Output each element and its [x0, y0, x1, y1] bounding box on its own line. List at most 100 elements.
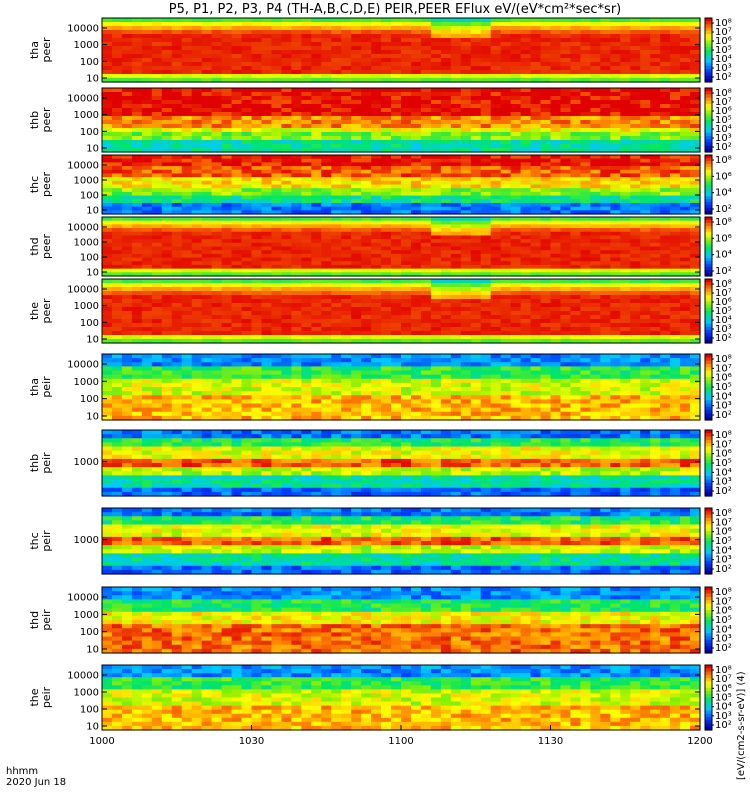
panel-probe-label: tha [28, 378, 41, 396]
x-tick-label: 1100 [388, 736, 413, 747]
colorbar-tick-label: 10⁶ [715, 171, 732, 182]
colorbar-tick-label: 10⁸ [715, 155, 732, 166]
y-tick-label: 1000 [74, 377, 99, 388]
footer-hhmm-label: hhmm [6, 766, 38, 777]
y-tick-label: 1000 [74, 301, 99, 312]
panel-instrument-label: peer [40, 37, 53, 63]
panel-frame [101, 586, 701, 654]
y-tick-label: 100 [80, 57, 99, 68]
colorbar-tick-label: 10⁶ [715, 106, 732, 117]
y-tick-label: 10000 [67, 223, 99, 234]
time-axis: 1000 1030 1100 1130 1200 [89, 725, 713, 747]
colorbar-tick-label: 10⁴ [715, 624, 732, 635]
colorbar-tick-label: 10² [715, 720, 732, 731]
panel-probe-label: thc [28, 532, 41, 549]
panel-instrument-label: peer [40, 107, 53, 133]
colorbar-tick-label: 10⁵ [715, 693, 732, 704]
colorbar-tick-label: 10⁶ [715, 683, 732, 694]
colorbar-tick-label: 10⁴ [715, 188, 732, 199]
panel-instrument-label: peer [40, 298, 53, 324]
y-tick-label: 1000 [74, 40, 99, 51]
colorbar-tick-label: 10⁷ [715, 439, 732, 450]
colorbar: 10⁸ 10⁶ 10⁴ 10² [704, 154, 732, 215]
panel-tha-peir: 10000 1000 100 10 tha peir 10⁸10⁷10⁶10⁵10⁴10³1… [28, 353, 732, 423]
colorbar-tick-label: 10⁸ [715, 217, 732, 228]
colorbar-tick-label: 10⁶ [715, 527, 732, 538]
colorbar-tick-label: 10⁵ [715, 458, 732, 469]
panel-frame [101, 353, 701, 421]
colorbar-tick-label: 10⁷ [715, 97, 732, 108]
colorbar-tick-label: 10⁵ [715, 115, 732, 126]
panel-instrument-label: peir [40, 686, 53, 708]
colorbar-tick-label: 10³ [715, 711, 732, 722]
y-tick-label: 100 [80, 705, 99, 716]
colorbar-tick-label: 10⁸ [715, 665, 732, 676]
y-tick-label: 1000 [74, 238, 99, 249]
colorbar-tick-label: 10⁵ [715, 615, 732, 626]
panel-frame [101, 278, 701, 344]
colorbar-tick-label: 10² [715, 204, 732, 215]
colorbar-tick-label: 10² [715, 410, 732, 421]
panel-instrument-label: peir [40, 452, 53, 474]
y-tick-label: 100 [80, 394, 99, 405]
colorbar-tick-label: 10⁷ [715, 288, 732, 299]
y-tick-label: 10000 [67, 24, 99, 35]
colorbar-tick-label: 10⁸ [715, 430, 732, 441]
colorbar-tick-label: 10⁸ [715, 279, 732, 290]
y-tick-label: 100 [80, 318, 99, 329]
colorbar-tick-label: 10² [715, 72, 732, 83]
y-tick-label: 1000 [74, 535, 99, 546]
colorbar: 10⁸ 10⁶ 10⁴ 10² [704, 216, 732, 277]
panel-frame [101, 216, 701, 277]
y-tick-label: 100 [80, 127, 99, 138]
panel-the-peir: 10000 1000 100 10 the peir 10⁸10⁷10⁶10⁵10⁴10³1… [28, 664, 732, 733]
colorbar-tick-label: 10² [715, 486, 732, 497]
panel-probe-label: thd [28, 237, 41, 255]
y-tick-label: 10000 [67, 285, 99, 296]
colorbar-tick-label: 10⁷ [715, 596, 732, 607]
footer-date-label: 2020 Jun 18 [6, 777, 66, 788]
colorbar-tick-label: 10⁶ [715, 297, 732, 308]
colorbar-tick-label: 10⁶ [715, 606, 732, 617]
y-tick-label: 100 [80, 253, 99, 264]
y-tick-label: 1000 [74, 688, 99, 699]
colorbar-tick-label: 10² [715, 266, 732, 277]
y-tick-label: 1000 [74, 457, 99, 468]
colorbar-tick-label: 10³ [715, 401, 732, 412]
y-tick-label: 1000 [74, 110, 99, 121]
colorbar-tick-label: 10⁶ [715, 233, 732, 244]
colorbar-tick-label: 10³ [715, 634, 732, 645]
y-tick-label: 10 [86, 268, 99, 279]
panel-probe-label: thb [28, 111, 41, 129]
colorbar-tick-label: 10⁸ [715, 18, 732, 29]
y-tick-label: 100 [80, 627, 99, 638]
x-tick-label: 1000 [89, 736, 114, 747]
panel-instrument-label: peer [40, 172, 53, 198]
colorbar-tick-label: 10² [715, 564, 732, 575]
x-tick-label: 1130 [538, 736, 563, 747]
panel-frame [101, 17, 701, 83]
colorbar-tick-label: 10⁸ [715, 354, 732, 365]
panel-the-peer: 10000 1000 100 10 the peer 10⁸10⁷10⁶10⁵10⁴10³1… [28, 278, 732, 346]
panel-frame [101, 429, 701, 497]
y-tick-label: 10 [86, 335, 99, 346]
panel-probe-label: tha [28, 41, 41, 59]
colorbar-tick-label: 10⁵ [715, 306, 732, 317]
colorbar-tick-label: 10⁴ [715, 391, 732, 402]
colorbar-tick-label: 10⁷ [715, 517, 732, 528]
colorbar-tick-label: 10⁴ [715, 54, 732, 65]
y-tick-label: 10000 [67, 161, 99, 172]
panel-probe-label: thb [28, 454, 41, 472]
panel-probe-label: thc [28, 176, 41, 193]
colorbar-tick-label: 10⁶ [715, 449, 732, 460]
panel-instrument-label: peir [40, 609, 53, 631]
